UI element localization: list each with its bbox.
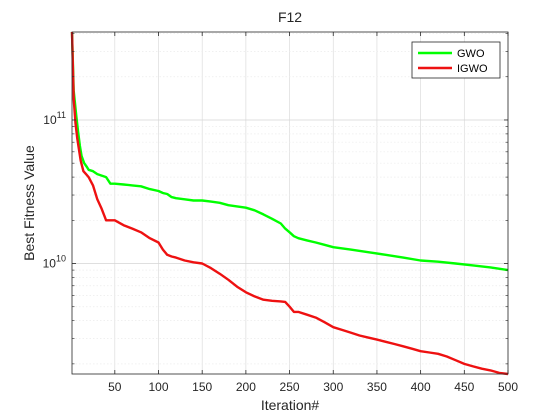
- x-tick-label: 350: [367, 380, 387, 394]
- x-tick-label: 50: [108, 380, 122, 394]
- legend-box: [411, 41, 501, 79]
- x-axis-label: Iteration#: [261, 397, 320, 413]
- ticks: 50 100 150 200 250 300 350 400 450 500 1010 1011: [43, 32, 518, 394]
- x-tick-label: 400: [411, 380, 431, 394]
- legend-label-gwo: GWO: [457, 48, 485, 60]
- x-tick-label: 100: [148, 380, 168, 394]
- x-tick-label: 250: [280, 380, 300, 394]
- plot-area: [72, 32, 508, 374]
- plot-frame: [71, 31, 509, 375]
- series-line-igwo: [70, 31, 509, 376]
- y-axis-label: Best Fitness Value: [21, 145, 37, 261]
- legend: GWO IGWO: [411, 41, 501, 79]
- series-line-gwo: [70, 31, 509, 272]
- series-layer: [70, 31, 509, 376]
- x-tick-label: 300: [323, 380, 343, 394]
- chart-title: F12: [278, 9, 302, 25]
- x-tick-label: 500: [498, 380, 518, 394]
- y-tick-label: 1011: [43, 110, 66, 127]
- x-tick-label: 150: [192, 380, 212, 394]
- y-tick-label: 1010: [43, 254, 66, 271]
- legend-label-igwo: IGWO: [457, 63, 488, 75]
- x-tick-label: 200: [236, 380, 256, 394]
- x-tick-label: 450: [454, 380, 474, 394]
